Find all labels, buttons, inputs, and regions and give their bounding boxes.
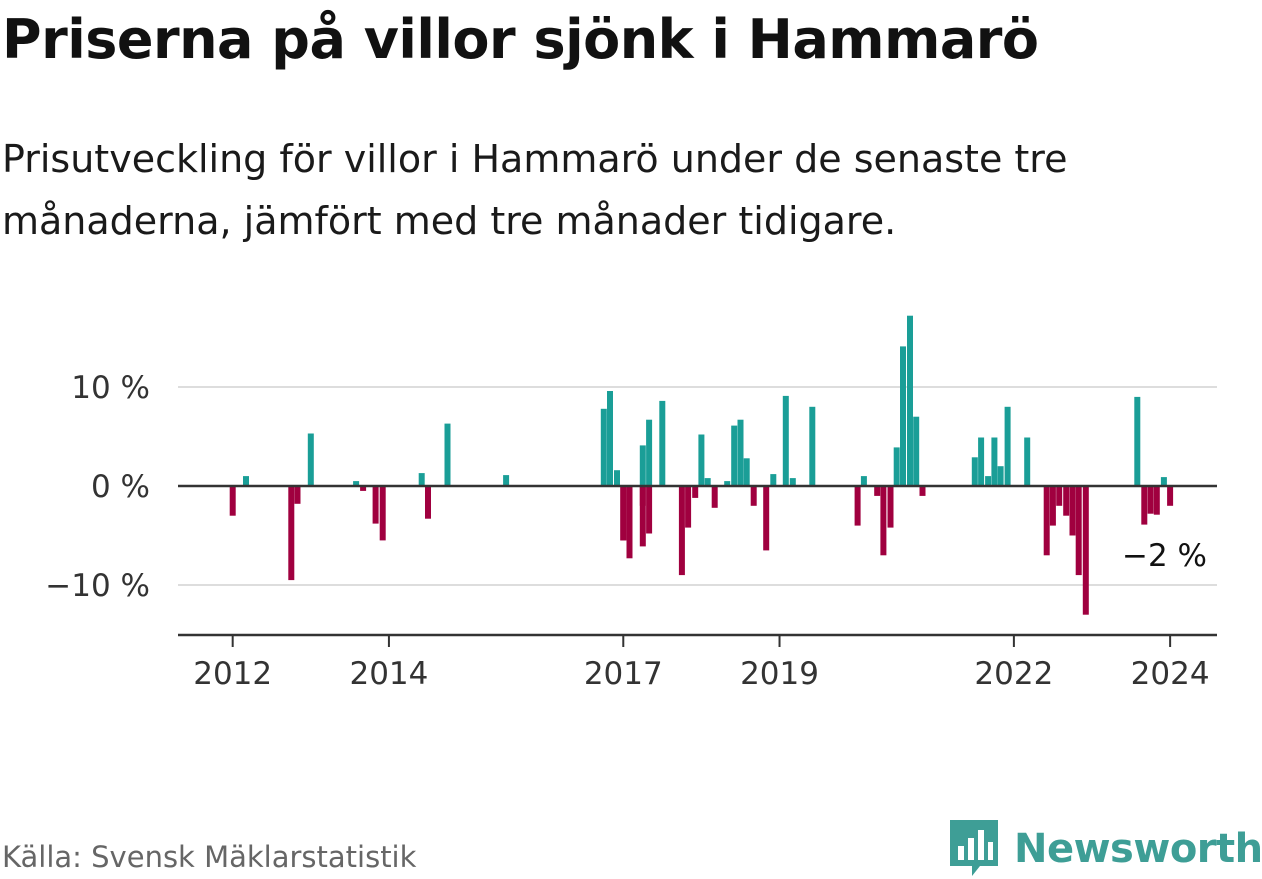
bar <box>770 474 777 486</box>
bar <box>1063 486 1070 516</box>
bar <box>874 486 881 496</box>
bar <box>704 478 711 486</box>
bar <box>243 476 249 486</box>
bar <box>724 481 731 486</box>
bar <box>418 473 425 486</box>
bar <box>626 486 633 559</box>
bar <box>698 434 705 486</box>
bar <box>1147 486 1154 514</box>
bar <box>600 408 607 486</box>
bar <box>1167 486 1174 506</box>
chart-subtitle: Prisutveckling för villor i Hammarö unde… <box>2 137 1068 243</box>
x-tick-label: 2024 <box>1131 656 1210 692</box>
axes <box>178 484 1217 647</box>
bar <box>659 400 666 486</box>
bar <box>978 437 985 486</box>
bar <box>737 419 744 486</box>
bar <box>307 433 314 486</box>
bar <box>907 315 913 486</box>
y-tick-label: 0 % <box>91 469 150 505</box>
bar-chart: 10 % 0 % −10 % 2012 2014 2017 2019 2022 2024 −2 % <box>45 315 1217 692</box>
bar <box>353 481 360 486</box>
bar <box>763 486 770 551</box>
bars <box>229 315 1174 615</box>
bar <box>997 466 1004 486</box>
bar <box>1160 477 1167 486</box>
bar <box>1134 396 1141 486</box>
bar <box>750 486 757 506</box>
bar <box>809 406 816 486</box>
bar <box>614 470 620 486</box>
bar <box>607 391 613 486</box>
bar <box>1024 437 1031 486</box>
bar <box>639 486 646 547</box>
bar <box>919 486 926 496</box>
x-tick-label: 2017 <box>584 656 663 692</box>
bar <box>646 419 653 486</box>
end-value-label: −2 % <box>1122 538 1207 574</box>
bar <box>1153 486 1160 515</box>
bar <box>971 457 978 486</box>
bar <box>900 346 906 486</box>
bar <box>782 395 789 486</box>
bar <box>229 486 236 516</box>
brand-name: Newsworthy <box>1014 826 1262 872</box>
axis-labels: 10 % 0 % −10 % 2012 2014 2017 2019 2022 2024 −2 % <box>45 370 1209 692</box>
bar <box>711 486 718 508</box>
bar <box>1082 486 1089 615</box>
newsworthy-logo: Newsworthy <box>950 820 1262 878</box>
x-tick-label: 2014 <box>349 656 428 692</box>
bar <box>1069 486 1076 536</box>
bar <box>913 416 920 486</box>
bar <box>860 476 867 486</box>
bar <box>294 486 301 504</box>
source-note: Källa: Svensk Mäklarstatistik <box>2 840 417 874</box>
bar <box>893 447 900 486</box>
bar <box>360 486 367 491</box>
bar <box>789 478 796 486</box>
bar <box>639 486 646 506</box>
logo-chart-icon <box>950 820 998 876</box>
x-tick-label: 2012 <box>193 656 272 692</box>
bar <box>425 486 431 519</box>
chart-title: Priserna på villor sjönk i Hammarö <box>2 8 1039 71</box>
bar <box>444 423 451 486</box>
x-tick-label: 2022 <box>974 656 1053 692</box>
bar <box>288 486 295 581</box>
bar <box>1141 486 1148 525</box>
bar <box>639 445 646 486</box>
bar <box>985 476 992 486</box>
bar <box>503 475 510 486</box>
bar <box>1049 486 1056 526</box>
y-tick-label: −10 % <box>45 568 150 604</box>
bar <box>685 486 692 528</box>
bar <box>646 486 653 534</box>
bar <box>854 486 861 526</box>
bar <box>1075 486 1082 576</box>
bar <box>620 486 627 541</box>
bar <box>1056 486 1063 506</box>
bar <box>887 486 894 528</box>
bar <box>1043 486 1050 556</box>
grid-lines <box>178 386 1217 586</box>
x-tick-label: 2019 <box>740 656 819 692</box>
bar <box>379 486 386 541</box>
bar <box>678 486 685 576</box>
y-tick-label: 10 % <box>71 370 150 406</box>
bar <box>1004 406 1011 486</box>
bar <box>372 486 379 524</box>
bar <box>692 486 699 498</box>
bar <box>731 425 738 486</box>
bar <box>743 458 750 486</box>
bar <box>880 486 887 556</box>
bar <box>991 437 998 486</box>
